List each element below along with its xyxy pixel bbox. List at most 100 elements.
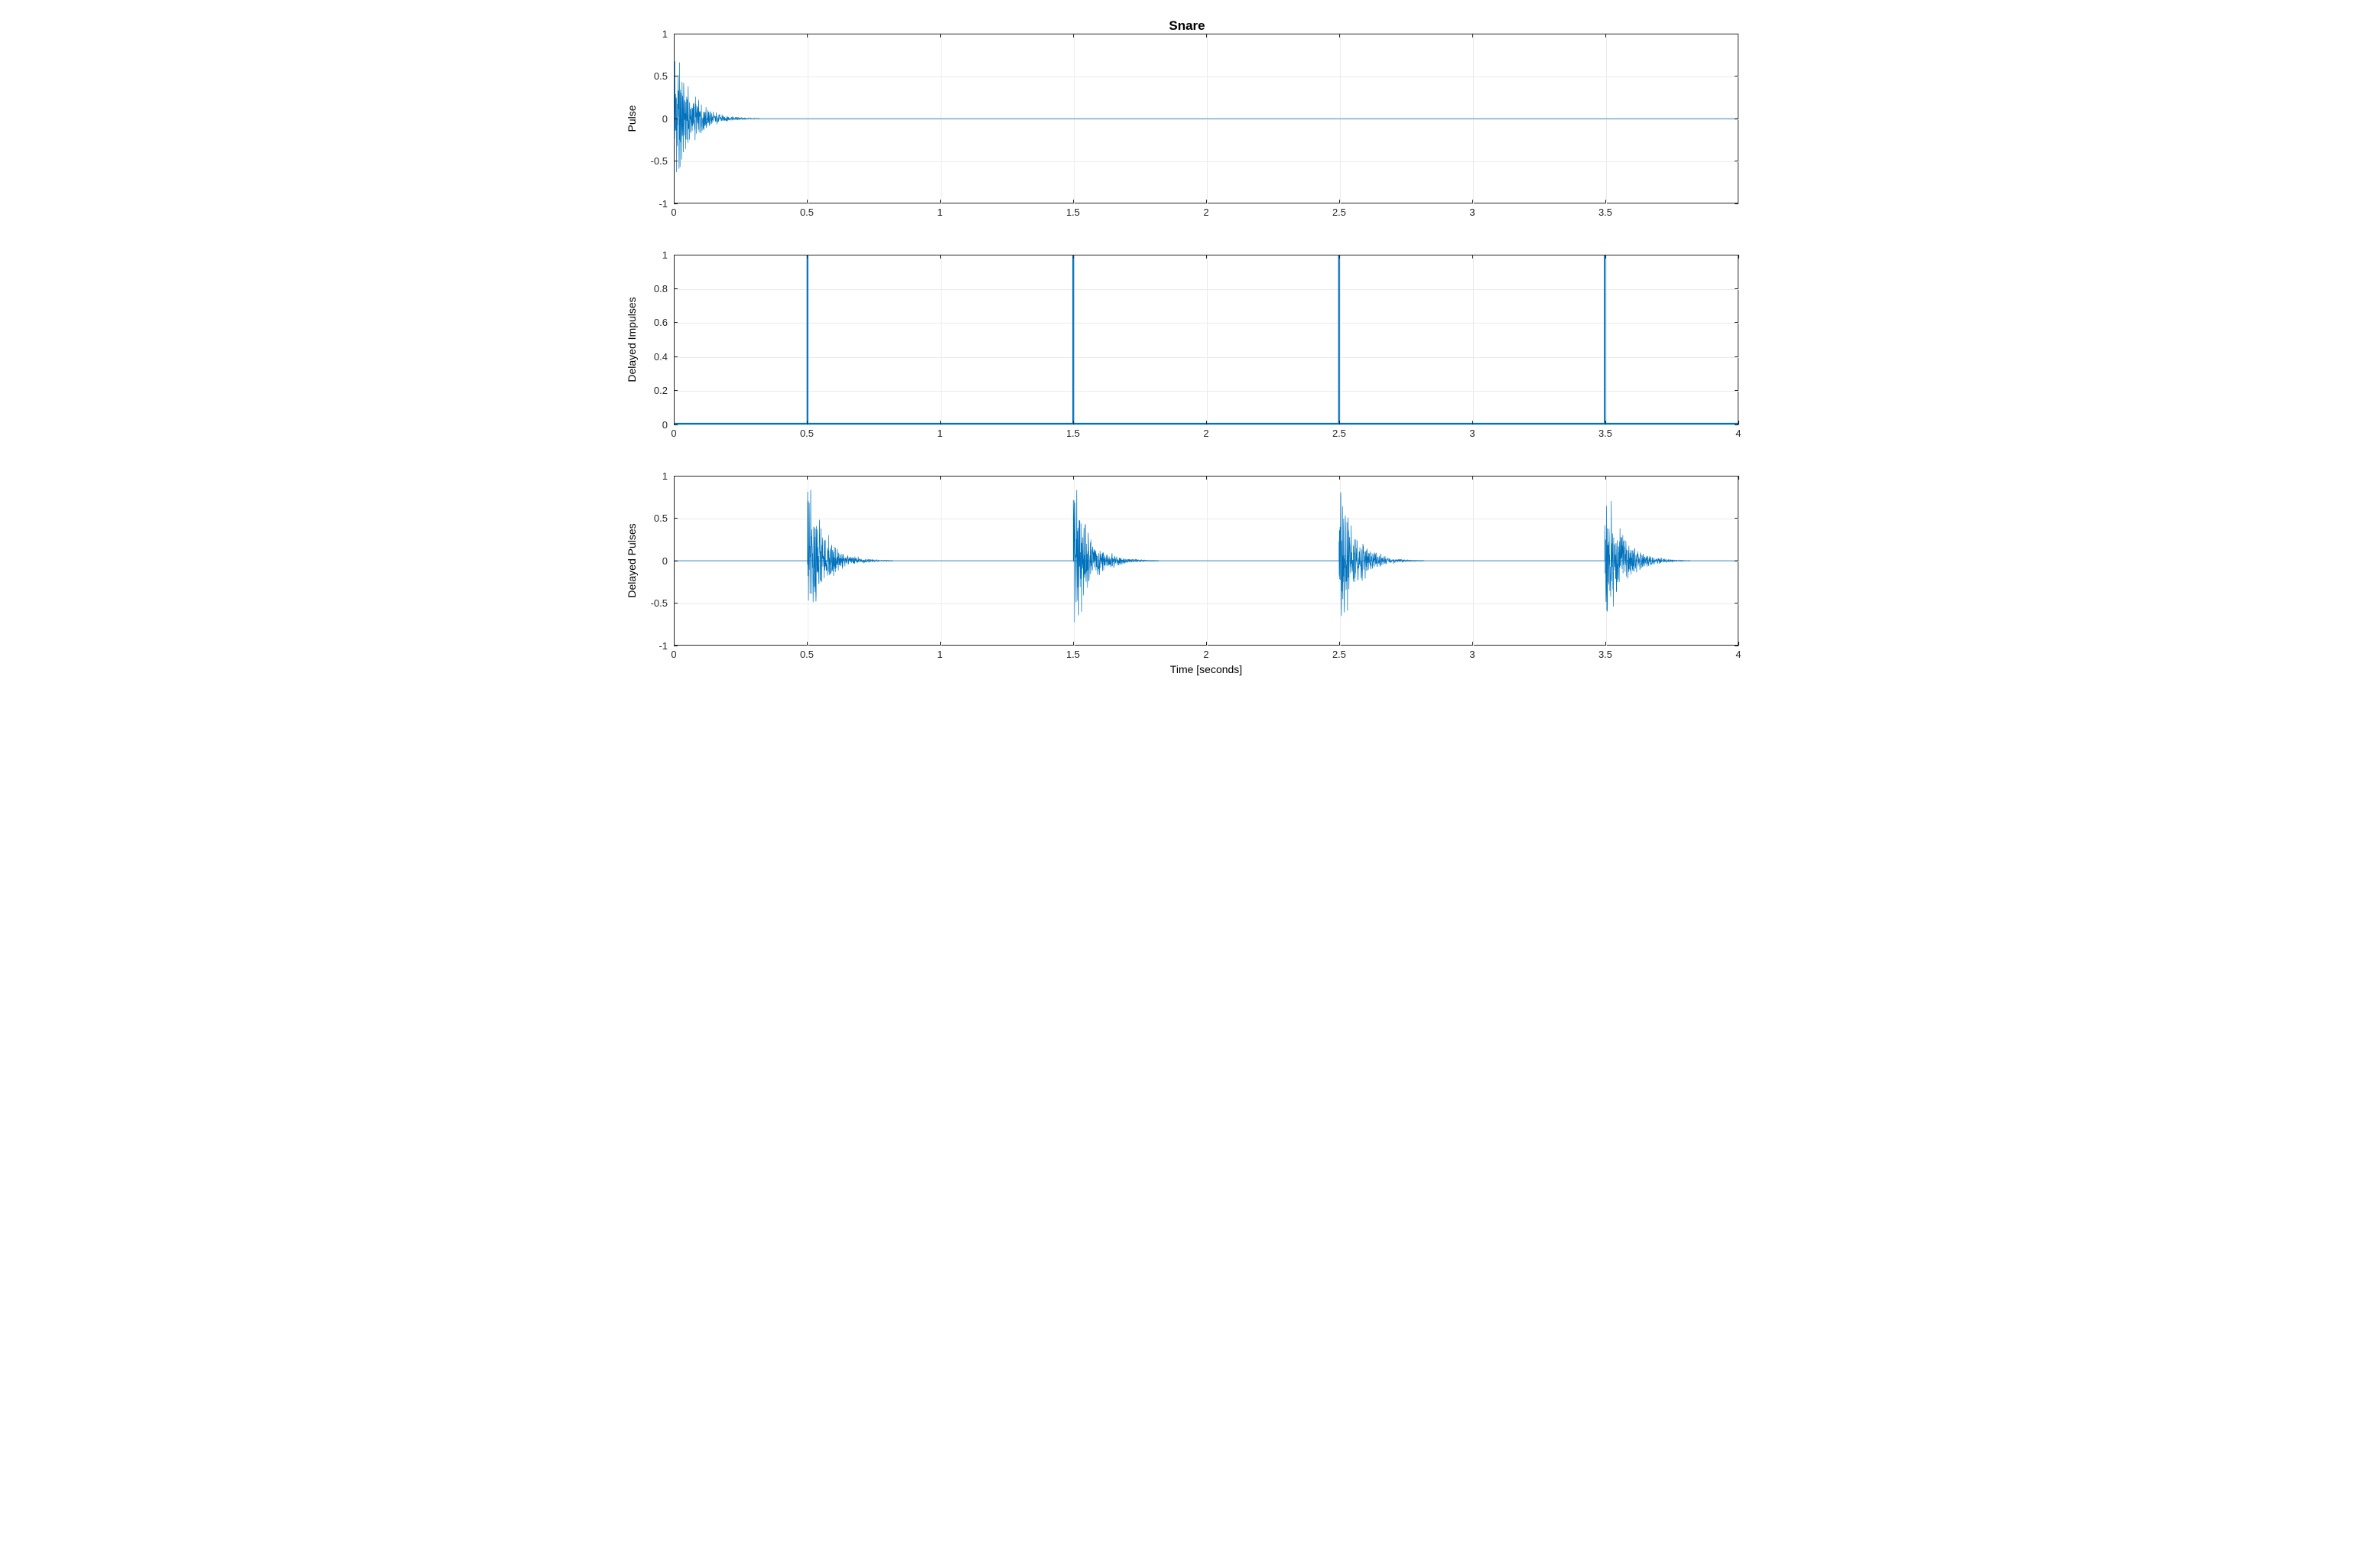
- xtick-mark: [1605, 421, 1606, 425]
- xtick-mark: [1605, 34, 1606, 37]
- xtick-mark: [1206, 34, 1207, 37]
- ytick-mark: [674, 322, 678, 323]
- xtick-label: 1: [917, 428, 963, 439]
- xtick-label: 1: [917, 207, 963, 218]
- y-axis-label: Delayed Pulses: [626, 484, 638, 637]
- xtick-mark: [1206, 476, 1207, 480]
- ytick-mark: [1735, 390, 1738, 391]
- ytick-mark: [674, 390, 678, 391]
- xtick-mark: [940, 200, 941, 203]
- xtick-mark: [1339, 255, 1340, 259]
- xtick-mark: [1339, 200, 1340, 203]
- xtick-mark: [940, 476, 941, 480]
- xtick-mark: [807, 642, 808, 646]
- xtick-label: 0.5: [784, 207, 830, 218]
- y-axis-label: Pulse: [626, 42, 638, 195]
- xtick-mark: [1073, 642, 1074, 646]
- plot-area: [675, 477, 1738, 645]
- xtick-label: 1: [917, 649, 963, 660]
- xtick-mark: [1605, 476, 1606, 480]
- xtick-mark: [940, 255, 941, 259]
- xtick-mark: [940, 34, 941, 37]
- figure: Snare 00.511.522.533.5-1-0.500.51Pulse00…: [594, 0, 1780, 784]
- ytick-mark: [674, 476, 678, 477]
- xtick-mark: [807, 34, 808, 37]
- xtick-mark: [1206, 200, 1207, 203]
- xtick-mark: [940, 421, 941, 425]
- xtick-mark: [807, 476, 808, 480]
- xtick-mark: [1605, 642, 1606, 646]
- x-axis-label: Time [seconds]: [674, 663, 1738, 675]
- xtick-label: 2.5: [1316, 207, 1362, 218]
- ytick-mark: [1735, 518, 1738, 519]
- xtick-mark: [1339, 476, 1340, 480]
- ytick-label: 1: [620, 249, 668, 261]
- xtick-mark: [1073, 255, 1074, 259]
- ytick-mark: [674, 518, 678, 519]
- xtick-mark: [1339, 34, 1340, 37]
- plot-area: [675, 255, 1738, 424]
- y-axis-label: Delayed Impulses: [626, 263, 638, 416]
- waveform: [1605, 501, 1689, 611]
- xtick-mark: [807, 421, 808, 425]
- xtick-label: 3: [1449, 649, 1495, 660]
- ytick-label: -1: [620, 198, 668, 210]
- ytick-mark: [1735, 356, 1738, 357]
- xtick-label: 2: [1183, 649, 1229, 660]
- xtick-label: 1.5: [1050, 649, 1096, 660]
- xtick-label: 0.5: [784, 428, 830, 439]
- xtick-label: 3.5: [1582, 649, 1628, 660]
- plot-area: [675, 34, 1738, 203]
- xtick-label: 3: [1449, 207, 1495, 218]
- xtick-mark: [1073, 421, 1074, 425]
- ytick-label: 1: [620, 470, 668, 482]
- subplot-1: [674, 34, 1738, 203]
- waveform: [1073, 490, 1158, 622]
- xtick-mark: [1206, 421, 1207, 425]
- xtick-label: 4: [1715, 649, 1761, 660]
- xtick-mark: [674, 255, 675, 259]
- xtick-label: 4: [1715, 428, 1761, 439]
- xtick-mark: [1472, 421, 1473, 425]
- xtick-mark: [1206, 642, 1207, 646]
- xtick-mark: [1073, 476, 1074, 480]
- xtick-label: 2: [1183, 207, 1229, 218]
- xtick-mark: [807, 200, 808, 203]
- xtick-mark: [1073, 34, 1074, 37]
- ytick-mark: [1735, 322, 1738, 323]
- xtick-label: 2.5: [1316, 428, 1362, 439]
- xtick-mark: [1738, 476, 1739, 480]
- xtick-label: 1.5: [1050, 428, 1096, 439]
- xtick-mark: [1472, 34, 1473, 37]
- xtick-mark: [674, 34, 675, 37]
- ytick-mark: [1735, 203, 1738, 204]
- waveform: [1339, 493, 1424, 616]
- ytick-mark: [674, 288, 678, 289]
- xtick-label: 3.5: [1582, 207, 1628, 218]
- subplot-3: [674, 476, 1738, 646]
- xtick-mark: [1472, 255, 1473, 259]
- xtick-mark: [674, 476, 675, 480]
- subplot-2: [674, 255, 1738, 425]
- ytick-mark: [674, 203, 678, 204]
- ytick-label: 0: [620, 419, 668, 431]
- xtick-label: 3: [1449, 428, 1495, 439]
- waveform: [808, 490, 893, 602]
- ytick-label: 1: [620, 28, 668, 40]
- waveform: [675, 61, 759, 171]
- figure-title: Snare: [594, 18, 1780, 34]
- xtick-mark: [1738, 255, 1739, 259]
- xtick-mark: [1472, 476, 1473, 480]
- ytick-mark: [1735, 476, 1738, 477]
- xtick-mark: [1605, 255, 1606, 259]
- xtick-mark: [1339, 421, 1340, 425]
- xtick-label: 1.5: [1050, 207, 1096, 218]
- ytick-label: -1: [620, 640, 668, 652]
- xtick-mark: [1605, 200, 1606, 203]
- xtick-mark: [807, 255, 808, 259]
- xtick-label: 2: [1183, 428, 1229, 439]
- xtick-mark: [1073, 200, 1074, 203]
- xtick-mark: [940, 642, 941, 646]
- ytick-mark: [674, 356, 678, 357]
- xtick-label: 0.5: [784, 649, 830, 660]
